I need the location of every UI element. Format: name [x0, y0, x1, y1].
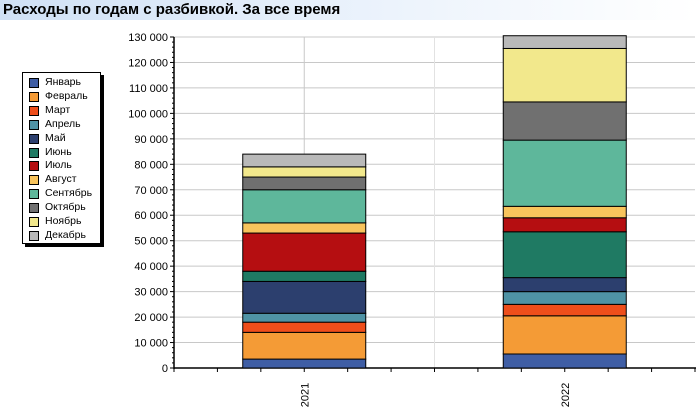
legend-swatch — [29, 175, 39, 186]
bar-segment — [242, 153, 367, 168]
y-tick-label: 30 000 — [134, 287, 168, 299]
legend-label: Март — [45, 103, 71, 116]
legend-swatch — [29, 161, 39, 172]
bar-segment — [242, 270, 367, 282]
legend-swatch — [29, 189, 39, 200]
bar-segment — [242, 166, 367, 178]
bar-segment — [242, 189, 367, 224]
y-tick-label: 50 000 — [134, 236, 168, 248]
x-tick-label: 2021 — [299, 383, 311, 407]
bar-segment — [242, 321, 367, 333]
legend-label: Июль — [45, 159, 72, 172]
legend-label: Май — [45, 131, 66, 144]
y-tick-label: 120 000 — [128, 57, 168, 69]
legend-label: Январь — [45, 76, 81, 88]
legend-label: Февраль — [45, 89, 88, 102]
legend-label: Октябрь — [45, 201, 86, 214]
bar-segment — [242, 280, 367, 314]
x-tick-label: 2022 — [560, 383, 572, 407]
legend-swatch — [29, 78, 39, 88]
y-tick-label: 100 000 — [128, 108, 168, 120]
bar-segment — [502, 47, 627, 103]
legend-label: Апрель — [45, 117, 81, 130]
bar-segment — [502, 217, 627, 233]
chart-legend: Январь Февраль Март Апрель Май Июнь Июль Август… — [22, 72, 101, 244]
bar-segment — [502, 231, 627, 279]
legend-swatch — [29, 119, 39, 130]
bar-segment — [242, 358, 367, 369]
y-tick-label: 10 000 — [134, 338, 168, 350]
y-tick-label: 20 000 — [134, 312, 168, 324]
y-tick-label: 0 — [162, 363, 168, 375]
legend-swatch — [29, 133, 39, 144]
y-tick-label: 110 000 — [129, 83, 168, 95]
y-tick-label: 130 000 — [128, 32, 168, 44]
legend-label: Сентябрь — [45, 187, 93, 200]
bar-segment — [502, 303, 627, 317]
y-tick-label: 90 000 — [134, 134, 168, 146]
bar-segment — [242, 312, 367, 323]
legend-swatch — [29, 91, 39, 102]
y-tick-label: 80 000 — [134, 159, 168, 171]
legend-swatch — [29, 203, 39, 214]
bar-segment — [502, 101, 627, 141]
bar-segment — [502, 139, 627, 207]
legend-label: Июнь — [45, 145, 72, 158]
legend-swatch — [29, 147, 39, 158]
bar-segment — [242, 176, 367, 191]
title-bar: Расходы по годам с разбивкой. За все вре… — [0, 0, 696, 20]
bar-segment — [502, 315, 627, 355]
bar-segment — [242, 331, 367, 360]
bar-segment — [502, 35, 627, 49]
bar-segment — [242, 232, 367, 272]
legend-swatch — [29, 217, 39, 227]
chart-title: Расходы по годам с разбивкой. За все вре… — [3, 1, 341, 18]
legend-swatch — [29, 230, 39, 241]
bar-segment — [502, 205, 627, 219]
bar-segment — [502, 353, 627, 369]
y-tick-label: 70 000 — [134, 185, 168, 197]
bar-segment — [502, 277, 627, 293]
legend-label: Август — [45, 173, 77, 186]
legend-label: Ноябрь — [45, 215, 82, 227]
y-tick-label: 40 000 — [134, 261, 168, 273]
bar-segment — [242, 222, 367, 234]
legend-swatch — [29, 105, 39, 116]
y-tick-label: 60 000 — [134, 210, 168, 222]
bar-segment — [502, 291, 627, 305]
legend-label: Декабрь — [45, 228, 86, 241]
